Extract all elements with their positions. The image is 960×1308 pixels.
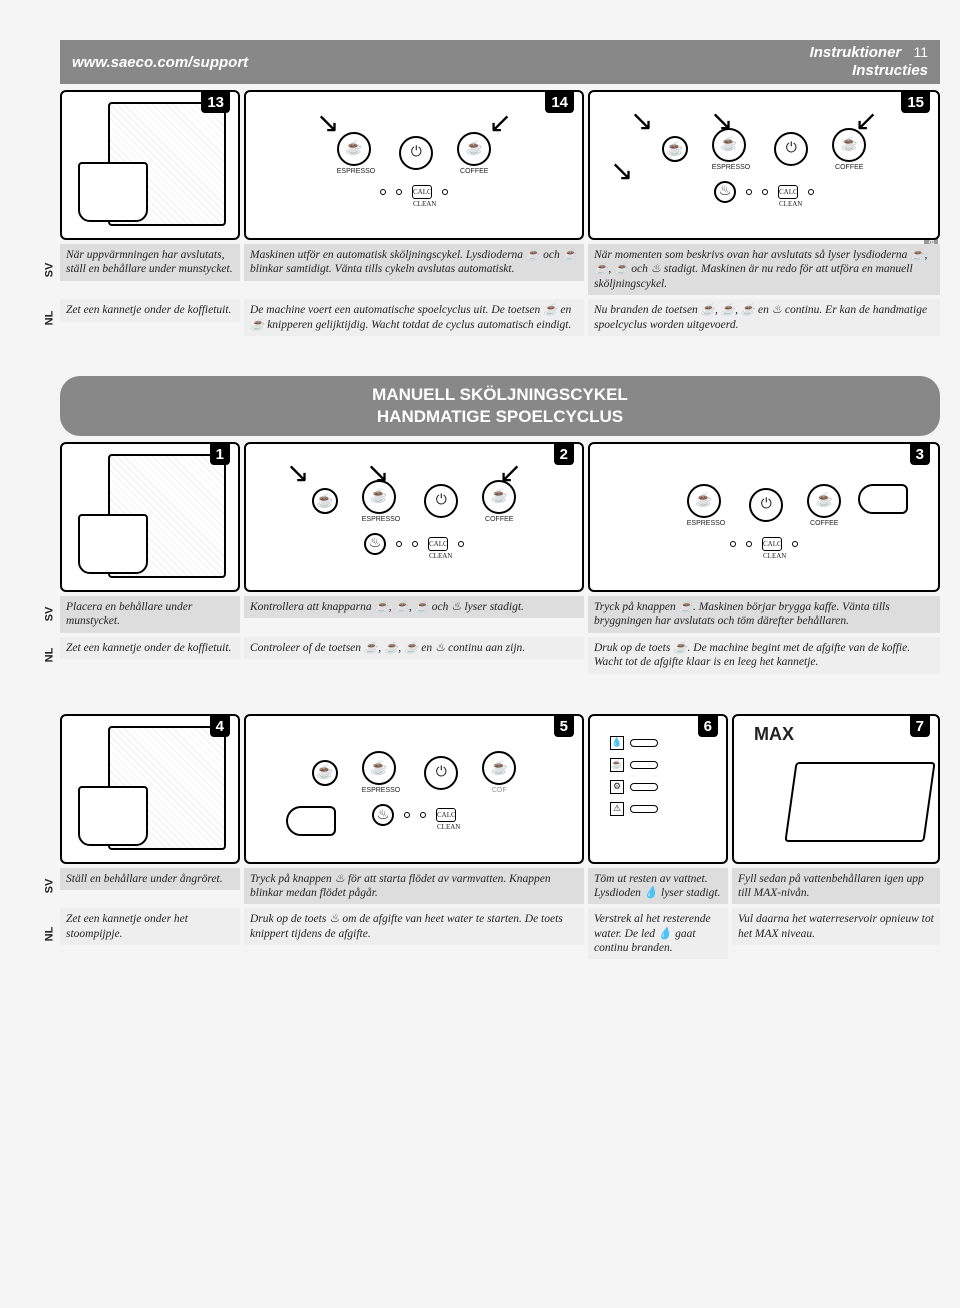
- section2a-captions-nl: NL Zet een kannetje onder de koffietuit.…: [60, 637, 940, 674]
- caption: Druk op de toets ♨ om de afgifte van hee…: [244, 908, 584, 945]
- caption: Tryck på knappen ☕. Maskinen börjar bryg…: [588, 596, 940, 633]
- panel-2: 2 ☕ ☕ESPRESSO ⏻ ☕COFFEE ♨ CALC CLEAN ↘ ↘…: [244, 442, 584, 592]
- machine-illustration: [68, 450, 232, 584]
- lang-code-nl: NL: [43, 927, 55, 942]
- caption: Controleer of de toetsen ☕, ☕, ☕ en ♨ co…: [244, 637, 584, 659]
- caption: Maskinen utför en automatisk sköljningsc…: [244, 244, 584, 281]
- espresso-label: ESPRESSO: [362, 516, 401, 523]
- header-url: www.saeco.com/support: [72, 54, 248, 71]
- calc-clean-label: CALC CLEAN: [436, 808, 456, 822]
- machine-illustration: [68, 722, 232, 856]
- coffee-label-partial: COF: [482, 787, 516, 794]
- panel-14: 14 ☕ESPRESSO ⏻ ☕COFFEE CALC CLEAN ↘ ↙: [244, 90, 584, 240]
- caption: När momenten som beskrivs ovan har avslu…: [588, 244, 940, 295]
- step-number: 14: [545, 92, 574, 113]
- water-tank-illustration: [784, 762, 935, 842]
- step-number: 2: [554, 444, 574, 465]
- calc-clean-label: CALC CLEAN: [412, 185, 432, 199]
- calc-clean-label: CALC CLEAN: [428, 537, 448, 551]
- section2a-panels: 1 2 ☕ ☕ESPRESSO ⏻ ☕COFFEE ♨ CALC CLEAN: [60, 442, 940, 592]
- caption: Zet een kannetje onder het stoompijpje.: [60, 908, 240, 945]
- caption: Nu branden de toetsen ☕, ☕, ☕ en ♨ conti…: [588, 299, 940, 336]
- espresso-label: ESPRESSO: [362, 787, 401, 794]
- header-title-sv: Instruktioner: [810, 44, 902, 61]
- step-number: 7: [910, 716, 930, 737]
- panel-1: 1: [60, 442, 240, 592]
- section2-title-nl: HANDMATIGE SPOELCYCLUS: [377, 407, 623, 426]
- caption: Fyll sedan på vattenbehållaren igen upp …: [732, 868, 940, 905]
- caption: Tryck på knappen ♨ för att starta flödet…: [244, 868, 584, 905]
- section2b-captions-nl: NL Zet een kannetje onder het stoompijpj…: [60, 908, 940, 959]
- panel-7: 7 MAX: [732, 714, 940, 864]
- machine-illustration: [68, 98, 232, 232]
- indicator-stack: 💧 ☕ ⚙ ⚠: [610, 736, 658, 816]
- calc-clean-label: CALC CLEAN: [778, 185, 798, 199]
- espresso-label: ESPRESSO: [687, 520, 726, 527]
- coffee-label: COFFEE: [832, 164, 866, 171]
- page-number: 11: [913, 44, 928, 60]
- header-bar: www.saeco.com/support Instruktioner 11 I…: [60, 40, 940, 84]
- step-number: 6: [698, 716, 718, 737]
- caption: Zet een kannetje onder de koffietuit.: [60, 637, 240, 659]
- section2a-captions-sv: SV Placera en behållare under munstycket…: [60, 596, 940, 633]
- panel-13: 13: [60, 90, 240, 240]
- caption: Placera en behållare under munstycket.: [60, 596, 240, 633]
- step-number: 1: [210, 444, 230, 465]
- espresso-label: ESPRESSO: [337, 168, 376, 175]
- panel-15: 15 ☕ ☕ESPRESSO ⏻ ☕COFFEE ♨ CALC CLEAN ↘ …: [588, 90, 940, 240]
- lang-code-nl: NL: [43, 310, 55, 325]
- step-number: 15: [901, 92, 930, 113]
- control-panel-illustration: ☕ ☕ESPRESSO ⏻ ☕COFFEE ♨ CALC CLEAN ↘ ↘ ↙: [256, 454, 572, 580]
- max-label: MAX: [754, 724, 794, 745]
- control-panel-illustration: ☕ ☕ESPRESSO ⏻ ☕COF ♨ CALC CLEAN: [256, 726, 572, 852]
- espresso-label: ESPRESSO: [712, 164, 751, 171]
- section1-panels: 13 14 ☕ESPRESSO ⏻ ☕COFFEE CALC CLEAN ↘: [60, 90, 940, 240]
- calc-clean-label: CALC CLEAN: [762, 537, 782, 551]
- step-number: 3: [910, 444, 930, 465]
- step-number: 4: [210, 716, 230, 737]
- caption: Ställ en behållare under ångröret.: [60, 868, 240, 890]
- caption: De machine voert een automatische spoelc…: [244, 299, 584, 336]
- caption: När uppvärmningen har avslutats, ställ e…: [60, 244, 240, 281]
- caption: Kontrollera att knapparna ☕, ☕, ☕ och ♨ …: [244, 596, 584, 618]
- lang-code-sv: SV: [43, 262, 55, 277]
- caption: Verstrek al het resterende water. De led…: [588, 908, 728, 959]
- lang-code-nl: NL: [43, 648, 55, 663]
- lang-code-sv: SV: [43, 879, 55, 894]
- section2-title: MANUELL SKÖLJNINGSCYKEL HANDMATIGE SPOEL…: [60, 376, 940, 436]
- section2b-captions-sv: SV Ställ en behållare under ångröret. Tr…: [60, 868, 940, 905]
- section1-captions-sv: SV När uppvärmningen har avslutats, stäl…: [60, 244, 940, 295]
- header-title-nl: Instructies: [852, 62, 928, 79]
- coffee-label: COFFEE: [482, 516, 516, 523]
- panel-5: 5 ☕ ☕ESPRESSO ⏻ ☕COF ♨ CALC CLEAN: [244, 714, 584, 864]
- panel-3: 3 ☕ESPRESSO ⏻ ☕COFFEE CALC CLEAN: [588, 442, 940, 592]
- caption: Druk op de toets ☕. De machine begint me…: [588, 637, 940, 674]
- section1-captions-nl: NL Zet een kannetje onder de koffietuit.…: [60, 299, 940, 336]
- coffee-label: COFFEE: [807, 520, 841, 527]
- control-panel-illustration: ☕ESPRESSO ⏻ ☕COFFEE CALC CLEAN ↘ ↙: [256, 102, 572, 228]
- panel-6: 6 💧 ☕ ⚙ ⚠: [588, 714, 728, 864]
- control-panel-illustration: ☕ESPRESSO ⏻ ☕COFFEE CALC CLEAN: [600, 454, 928, 580]
- control-panel-illustration: ☕ ☕ESPRESSO ⏻ ☕COFFEE ♨ CALC CLEAN ↘ ↘ ↙…: [600, 102, 928, 228]
- section2b-panels: 4 5 ☕ ☕ESPRESSO ⏻ ☕COF ♨ CALC CLEAN: [60, 714, 940, 864]
- panel-4: 4: [60, 714, 240, 864]
- page: www.saeco.com/support Instruktioner 11 I…: [60, 40, 940, 959]
- header-titles: Instruktioner 11 Instructies: [810, 44, 928, 80]
- caption: Töm ut resten av vattnet. Lysdioden 💧 ly…: [588, 868, 728, 905]
- section2-title-sv: MANUELL SKÖLJNINGSCYKEL: [372, 385, 628, 404]
- caption: Zet een kannetje onder de koffietuit.: [60, 299, 240, 321]
- step-number: 13: [201, 92, 230, 113]
- coffee-label: COFFEE: [457, 168, 491, 175]
- caption: Vul daarna het waterreservoir opnieuw to…: [732, 908, 940, 945]
- lang-code-sv: SV: [43, 607, 55, 622]
- step-number: 5: [554, 716, 574, 737]
